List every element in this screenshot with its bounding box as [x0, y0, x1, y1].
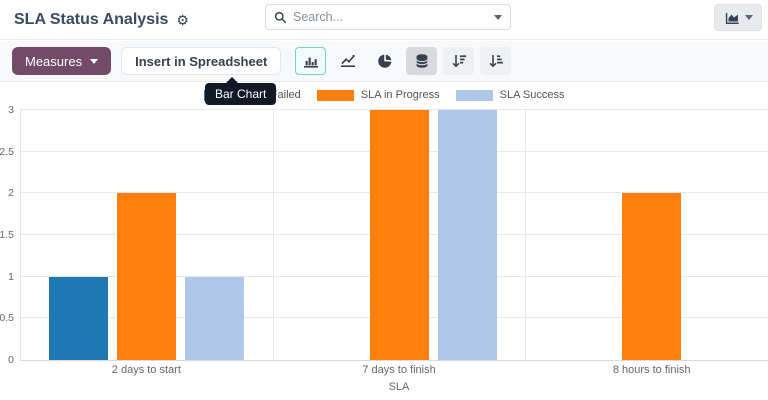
- y-tick-label: 1.5: [0, 229, 14, 241]
- stacked-toggle-button[interactable]: [406, 47, 438, 75]
- measures-label: Measures: [25, 53, 83, 69]
- bar-sla-in-progress[interactable]: [369, 110, 429, 360]
- search-input[interactable]: [293, 10, 488, 24]
- page-title: SLA Status Analysis: [14, 11, 169, 28]
- search-bar[interactable]: [265, 4, 511, 30]
- x-axis-title: SLA: [388, 381, 410, 393]
- sort-descending-button[interactable]: [443, 47, 475, 75]
- y-tick-label: 0.5: [0, 312, 14, 325]
- grid-line-vertical: [272, 110, 274, 360]
- legend-item[interactable]: SLA Success: [455, 89, 565, 101]
- bar-sla-success[interactable]: [184, 276, 244, 360]
- tooltip-bar-chart: Bar Chart: [205, 77, 277, 105]
- grid-line-horizontal: [20, 109, 768, 110]
- bar-chart-icon: [303, 57, 318, 68]
- gear-icon[interactable]: ⚙: [176, 12, 189, 28]
- legend-item[interactable]: SLA in Progress: [316, 89, 440, 101]
- pie-chart-button[interactable]: [369, 47, 400, 75]
- chart-type-buttons: [295, 47, 512, 75]
- search-dropdown-caret[interactable]: [494, 14, 502, 20]
- bar-sla-in-progress[interactable]: [116, 193, 176, 360]
- grid-line-vertical: [525, 110, 527, 360]
- legend-swatch: [316, 89, 354, 101]
- measures-button[interactable]: Measures: [12, 47, 112, 75]
- graph-toolbar: Measures Insert in Spreadsheet: [0, 41, 768, 82]
- x-axis: 2 days to start 7 days to finish 8 hours t…: [20, 364, 768, 376]
- sort-ascending-icon: [489, 55, 503, 68]
- database-icon: [415, 54, 428, 68]
- y-tick-label: 3: [8, 104, 14, 116]
- line-chart-button[interactable]: [332, 47, 363, 75]
- control-panel-header: SLA Status Analysis ⚙: [0, 0, 768, 40]
- y-tick-label: 2: [8, 187, 14, 200]
- grid-line-horizontal: [20, 360, 768, 361]
- view-switcher-button[interactable]: [714, 4, 762, 31]
- sort-descending-icon: [452, 55, 466, 68]
- bar-sla-success[interactable]: [437, 110, 497, 360]
- grid-line-vertical: [20, 110, 21, 360]
- y-tick-label: 2.5: [0, 145, 14, 158]
- x-category-label: 2 days to start: [111, 364, 181, 376]
- sort-ascending-button[interactable]: [480, 47, 512, 75]
- area-chart-icon: [725, 12, 739, 24]
- bar-sla-failed[interactable]: [48, 276, 108, 360]
- legend-swatch: [455, 89, 493, 101]
- legend-label: SLA in Progress: [360, 89, 440, 101]
- bar-sla-in-progress[interactable]: [622, 193, 682, 360]
- y-tick-label: 0: [8, 354, 14, 366]
- pie-chart-icon: [378, 54, 392, 68]
- x-category-label: 8 hours to finish: [612, 364, 691, 376]
- view-switcher-caret: [744, 15, 753, 20]
- line-chart-icon: [340, 55, 355, 67]
- legend-label: SLA Success: [499, 89, 565, 101]
- insert-in-spreadsheet-button[interactable]: Insert in Spreadsheet: [121, 47, 282, 75]
- x-category-label: 7 days to finish: [362, 364, 436, 376]
- bar-chart-button[interactable]: [295, 47, 327, 75]
- search-icon: [274, 11, 287, 23]
- bar-chart-plot: [20, 109, 768, 361]
- y-axis: 0 0.5 1 1.5 2 2.5 3: [0, 104, 15, 366]
- measures-caret-icon: [90, 58, 99, 64]
- y-tick-label: 1: [8, 270, 14, 283]
- breadcrumb: SLA Status Analysis ⚙: [14, 0, 189, 40]
